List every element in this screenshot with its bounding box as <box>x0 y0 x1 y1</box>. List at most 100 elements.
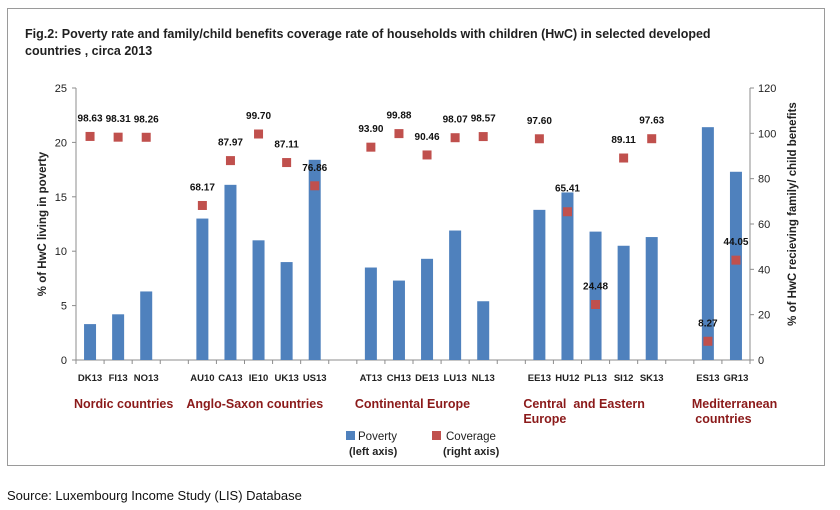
category-label: NO13 <box>134 373 159 384</box>
legend-poverty-swatch <box>346 431 355 440</box>
coverage-marker <box>366 142 376 152</box>
category-label: AU10 <box>190 373 214 384</box>
coverage-marker <box>562 207 572 217</box>
coverage-data-label: 98.26 <box>134 114 159 125</box>
poverty-bar <box>561 192 574 360</box>
coverage-data-label: 98.57 <box>471 114 496 125</box>
category-label: CA13 <box>218 373 242 384</box>
y-right-tick-label: 20 <box>758 310 770 322</box>
poverty-bar <box>308 159 321 360</box>
coverage-markers <box>85 129 741 346</box>
poverty-bar <box>196 218 209 360</box>
coverage-marker <box>422 150 432 160</box>
category-label: AT13 <box>360 373 383 384</box>
poverty-bar <box>84 324 97 360</box>
coverage-data-label: 98.31 <box>106 114 131 125</box>
coverage-marker <box>254 129 264 139</box>
category-label: SI12 <box>614 373 634 384</box>
group-label: Continental Europe <box>355 397 470 411</box>
group-labels: Nordic countries Anglo-Saxon countries Con… <box>74 397 777 426</box>
coverage-marker <box>534 134 544 144</box>
y-right-tick-label: 80 <box>758 174 770 186</box>
coverage-marker <box>141 132 151 142</box>
y-left-tick-label: 5 <box>61 301 67 313</box>
axes-layer: 0 5 10 15 20 25 0 20 40 60 80 100 120 <box>55 83 777 367</box>
coverage-data-label: 87.97 <box>218 138 243 149</box>
data-labels: 98.63 98.31 98.26 68.17 87.97 99.70 87.11 76.86… <box>78 111 749 330</box>
coverage-marker <box>282 158 292 168</box>
coverage-data-label: 65.41 <box>555 184 580 195</box>
group-label: Central and Eastern <box>523 397 645 411</box>
category-label: SK13 <box>640 373 664 384</box>
chart-frame <box>7 8 825 466</box>
coverage-marker <box>225 156 235 166</box>
poverty-bar <box>477 301 490 360</box>
y-left-tick-label: 0 <box>61 355 67 367</box>
poverty-bar <box>421 258 434 360</box>
coverage-data-label: 98.63 <box>78 113 103 124</box>
chart-title: Fig.2: Poverty rate and family/child ben… <box>25 27 711 58</box>
category-label: DK13 <box>78 373 102 384</box>
poverty-bar <box>617 245 630 360</box>
poverty-bar <box>112 314 125 360</box>
poverty-bar <box>252 240 265 360</box>
y-left-tick-label: 10 <box>55 246 67 258</box>
poverty-bar <box>449 230 462 360</box>
category-label: EE13 <box>528 373 551 384</box>
coverage-marker <box>197 200 207 210</box>
coverage-marker <box>591 300 601 310</box>
y-right-tick-label: 120 <box>758 83 776 95</box>
coverage-marker <box>113 132 123 142</box>
coverage-data-label: 99.70 <box>246 111 271 122</box>
poverty-bar <box>280 262 293 360</box>
category-label: IE10 <box>249 373 269 384</box>
category-label: DE13 <box>415 373 439 384</box>
coverage-data-label: 90.46 <box>415 132 440 143</box>
poverty-bar <box>645 237 658 360</box>
category-label: FI13 <box>109 373 128 384</box>
poverty-bar <box>140 291 153 360</box>
coverage-marker <box>731 255 741 265</box>
y-right-tick-label: 100 <box>758 128 776 140</box>
category-label: PL13 <box>584 373 607 384</box>
category-label: ES13 <box>696 373 719 384</box>
legend-coverage-sub: (right axis) <box>443 446 500 458</box>
poverty-bar <box>392 280 405 360</box>
coverage-marker <box>478 132 488 142</box>
group-label: Mediterranean <box>692 397 777 411</box>
category-label: LU13 <box>444 373 467 384</box>
coverage-data-label: 76.86 <box>302 163 327 174</box>
category-labels: DK13 FI13 NO13 AU10 CA13 IE10 UK13 US13 AT13 CH13… <box>78 373 748 384</box>
poverty-bars <box>84 127 742 360</box>
coverage-data-label: 24.48 <box>583 282 608 293</box>
poverty-bar <box>701 127 714 360</box>
y-right-axis-title: % of HwC recieving family/ child benefit… <box>787 102 799 326</box>
category-label: HU12 <box>555 373 579 384</box>
coverage-data-label: 44.05 <box>723 237 748 248</box>
coverage-marker <box>394 129 404 139</box>
coverage-data-label: 99.88 <box>386 111 411 122</box>
coverage-data-label: 8.27 <box>698 318 718 329</box>
coverage-data-label: 89.11 <box>611 135 636 146</box>
legend-poverty-sub: (left axis) <box>349 446 398 458</box>
legend-poverty-label: Poverty <box>358 431 397 443</box>
y-right-tick-label: 40 <box>758 264 770 276</box>
y-left-tick-label: 20 <box>55 137 67 149</box>
coverage-data-label: 93.90 <box>358 124 383 135</box>
poverty-bar <box>364 267 377 360</box>
coverage-data-label: 97.60 <box>527 116 552 127</box>
category-label: NL13 <box>472 373 495 384</box>
source-note: Source: Luxembourg Income Study (LIS) Da… <box>7 488 302 503</box>
coverage-marker <box>703 336 713 346</box>
coverage-marker <box>310 181 320 191</box>
group-label: Europe <box>523 412 566 426</box>
coverage-data-label: 68.17 <box>190 182 215 193</box>
coverage-marker <box>647 134 657 144</box>
poverty-bar <box>224 184 237 360</box>
coverage-marker <box>450 133 460 143</box>
coverage-data-label: 87.11 <box>274 140 299 151</box>
category-label: US13 <box>303 373 327 384</box>
y-right-tick-label: 60 <box>758 219 770 231</box>
legend-coverage-label: Coverage <box>446 431 496 443</box>
